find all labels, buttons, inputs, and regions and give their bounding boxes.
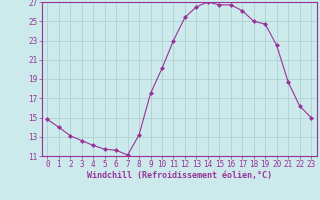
X-axis label: Windchill (Refroidissement éolien,°C): Windchill (Refroidissement éolien,°C) bbox=[87, 171, 272, 180]
